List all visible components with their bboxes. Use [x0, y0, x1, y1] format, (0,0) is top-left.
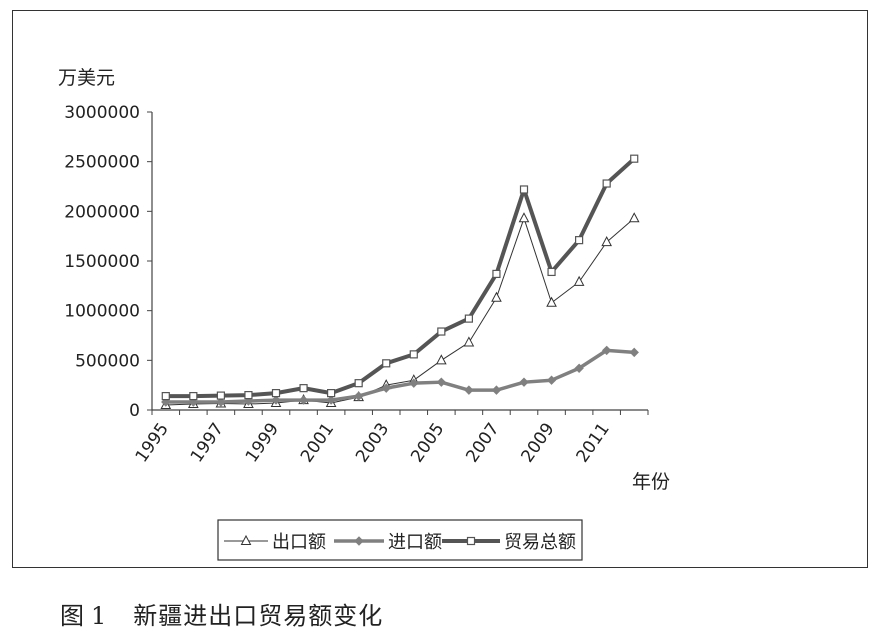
legend-label: 出口额 — [272, 532, 326, 553]
data-point — [546, 375, 557, 385]
y-tick-label: 500000 — [75, 351, 140, 371]
data-point — [601, 236, 612, 247]
x-tick-label: 1997 — [187, 419, 228, 466]
x-tick-label: 2007 — [462, 419, 503, 466]
data-point — [463, 336, 475, 347]
data-point — [326, 395, 336, 405]
series-2 — [161, 345, 639, 407]
y-tick-label: 0 — [129, 401, 140, 421]
data-point — [573, 275, 585, 286]
data-point — [464, 385, 474, 395]
data-point — [436, 354, 447, 365]
x-tick-label: 2011 — [573, 419, 614, 466]
legend-box — [217, 519, 583, 561]
legend: 出口额 进口额 贸易总额 — [217, 519, 583, 561]
data-point — [409, 350, 418, 359]
y-tick-label: 2500000 — [64, 153, 140, 173]
caption-label: 图 — [60, 602, 85, 630]
x-tick-label: 1999 — [242, 419, 283, 466]
series-3 — [161, 154, 639, 401]
x-tick-label: 1995 — [132, 419, 173, 466]
data-point — [491, 291, 502, 302]
figure-caption: 图 1 新疆进出口贸易额变化 — [60, 596, 383, 631]
y-tick-label: 3000000 — [64, 103, 140, 123]
data-point — [353, 391, 364, 401]
y-tick-label: 1500000 — [64, 252, 140, 272]
data-point — [161, 391, 170, 401]
x-tick-label: 2009 — [517, 419, 558, 466]
legend-swatch-marker — [240, 534, 252, 545]
data-point — [216, 391, 225, 400]
data-point — [629, 347, 639, 358]
data-point — [271, 395, 281, 405]
y-tick-label: 2000000 — [64, 202, 140, 222]
data-point — [575, 236, 584, 245]
caption-title: 新疆进出口贸易额变化 — [133, 602, 384, 630]
x-axis-label: 年份 — [632, 471, 670, 493]
data-point — [327, 389, 336, 398]
y-axis-unit-label: 万美元 — [58, 67, 115, 89]
series-line — [165, 157, 636, 399]
data-point — [519, 185, 529, 194]
data-point — [271, 389, 281, 398]
data-point — [628, 212, 640, 223]
legend-entry: 出口额 — [224, 532, 326, 553]
data-point — [437, 327, 446, 336]
legend-swatch-marker — [466, 536, 476, 546]
data-point — [601, 345, 612, 356]
data-point — [464, 314, 473, 323]
x-tick-label: 2005 — [407, 419, 448, 466]
legend-swatch-marker — [354, 536, 364, 546]
legend-label: 进口额 — [388, 532, 442, 553]
data-point — [299, 384, 308, 393]
data-point — [216, 397, 226, 407]
data-point — [381, 383, 391, 393]
data-point — [547, 267, 556, 277]
y-tick-label: 1000000 — [64, 302, 140, 322]
legend-entry: 贸易总额 — [442, 532, 576, 553]
data-point — [436, 377, 447, 387]
data-point — [409, 378, 419, 388]
caption-number: 1 — [91, 602, 108, 630]
data-point — [354, 379, 363, 388]
series-line — [165, 348, 635, 404]
data-point — [382, 359, 391, 368]
chart-frame — [12, 10, 868, 568]
data-point — [602, 179, 611, 188]
data-point — [189, 391, 198, 401]
data-point — [630, 154, 639, 163]
data-point — [492, 269, 501, 279]
series-line — [165, 217, 635, 406]
x-tick-label: 2003 — [352, 419, 393, 466]
data-point — [574, 363, 584, 373]
data-point — [244, 391, 253, 400]
data-point — [298, 395, 309, 405]
data-point — [546, 296, 557, 307]
data-point — [491, 385, 502, 395]
x-tick-label: 2001 — [297, 419, 338, 466]
data-point — [518, 212, 530, 223]
series-1 — [160, 212, 640, 410]
series-layer — [160, 154, 640, 410]
legend-entry: 进口额 — [334, 532, 442, 553]
axes: 3000000 2500000 2000000 1500000 1000000 50000… — [64, 103, 649, 466]
data-point — [519, 377, 529, 387]
legend-label: 贸易总额 — [504, 532, 576, 553]
